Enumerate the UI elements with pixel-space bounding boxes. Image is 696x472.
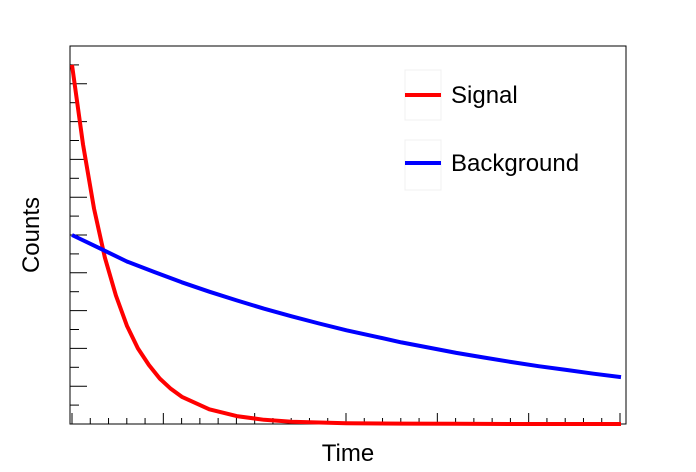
series-layer — [70, 64, 622, 426]
legend-label-background: Background — [451, 150, 579, 177]
legend: Signal Background — [404, 69, 579, 191]
series-line-background — [71, 233, 622, 380]
x-axis-title: Time — [322, 440, 374, 467]
series-line-signal — [70, 64, 621, 426]
legend-label-signal: Signal — [451, 82, 518, 109]
y-axis-title: Counts — [18, 197, 45, 273]
y-axis-ticks — [70, 45, 87, 425]
